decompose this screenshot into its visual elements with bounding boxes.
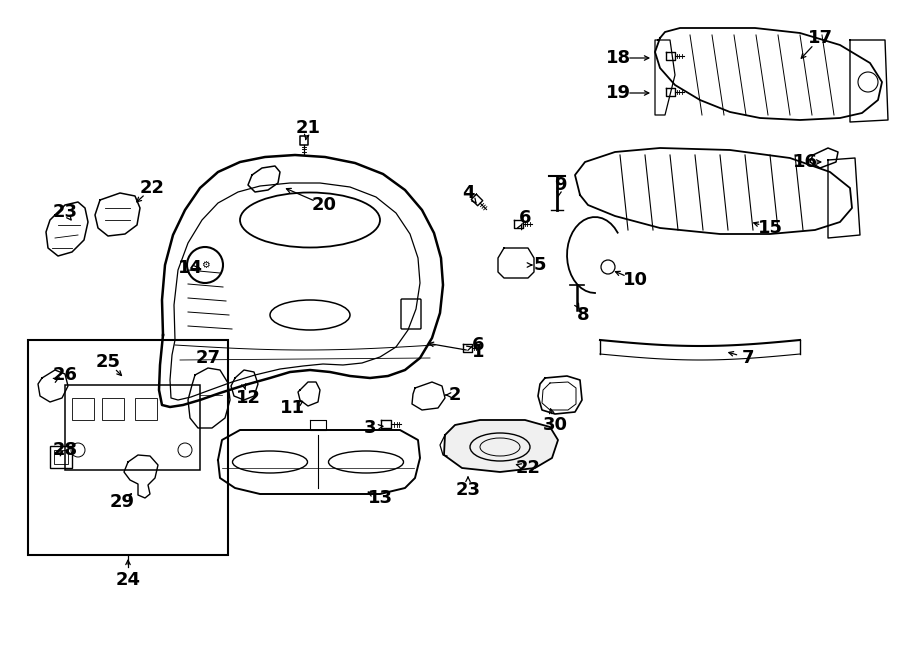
Text: 22: 22 xyxy=(140,179,165,197)
Bar xyxy=(102,398,124,420)
Text: 6: 6 xyxy=(518,209,531,227)
Text: 30: 30 xyxy=(543,416,568,434)
Bar xyxy=(50,446,72,468)
Text: 23: 23 xyxy=(455,481,481,499)
Text: 8: 8 xyxy=(577,306,590,324)
Text: 20: 20 xyxy=(311,196,337,214)
Text: 24: 24 xyxy=(115,571,140,589)
Text: ⚙: ⚙ xyxy=(201,260,210,270)
Text: 15: 15 xyxy=(758,219,782,237)
Text: 17: 17 xyxy=(807,29,833,47)
Text: 23: 23 xyxy=(52,203,77,221)
Text: 5: 5 xyxy=(534,256,546,274)
Text: 21: 21 xyxy=(295,119,320,137)
Text: 7: 7 xyxy=(742,349,754,367)
Text: 19: 19 xyxy=(606,84,631,102)
Text: 13: 13 xyxy=(367,489,392,507)
Text: 22: 22 xyxy=(516,459,541,477)
Text: 2: 2 xyxy=(449,386,461,404)
Text: 11: 11 xyxy=(280,399,304,417)
Text: 27: 27 xyxy=(195,349,220,367)
Bar xyxy=(54,450,68,464)
Polygon shape xyxy=(444,420,558,472)
Text: 28: 28 xyxy=(52,441,77,459)
Text: 1: 1 xyxy=(472,343,484,361)
Bar xyxy=(72,398,94,420)
Bar xyxy=(28,340,228,555)
Text: 4: 4 xyxy=(462,184,474,202)
Text: 26: 26 xyxy=(52,366,77,384)
Bar xyxy=(135,398,157,420)
Text: 9: 9 xyxy=(554,176,566,194)
Text: 14: 14 xyxy=(177,259,202,277)
Text: 16: 16 xyxy=(793,153,817,171)
Text: 29: 29 xyxy=(110,493,134,511)
Text: 6: 6 xyxy=(472,336,484,354)
Text: 10: 10 xyxy=(623,271,647,289)
Text: 3: 3 xyxy=(364,419,376,437)
Text: 12: 12 xyxy=(236,389,260,407)
Text: 18: 18 xyxy=(606,49,631,67)
Text: 25: 25 xyxy=(95,353,121,371)
Bar xyxy=(65,385,200,470)
